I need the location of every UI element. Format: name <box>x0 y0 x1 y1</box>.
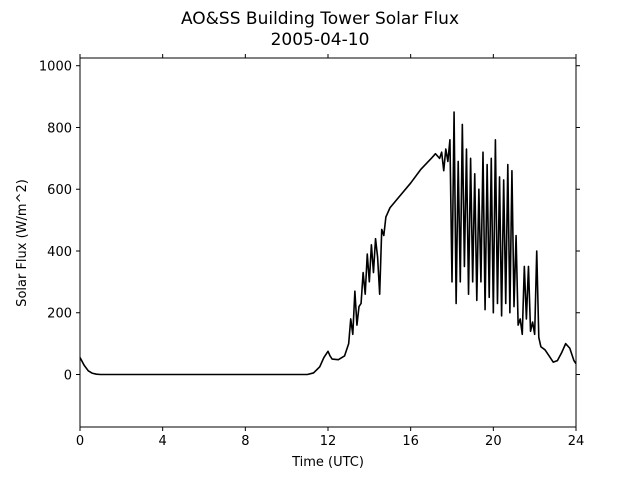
x-tick-label: 8 <box>241 434 249 449</box>
chart-title: AO&SS Building Tower Solar Flux <box>181 9 459 29</box>
y-axis-label: Solar Flux (W/m^2) <box>15 179 30 307</box>
x-tick-label: 12 <box>320 434 337 449</box>
y-tick-label: 400 <box>47 245 72 260</box>
y-tick-label: 800 <box>47 121 72 136</box>
x-tick-label: 4 <box>159 434 167 449</box>
x-tick-label: 24 <box>568 434 585 449</box>
x-axis-label: Time (UTC) <box>291 455 364 470</box>
line-series <box>79 111 577 376</box>
plot-frame <box>79 57 577 428</box>
y-tick-label: 200 <box>47 307 72 322</box>
y-tick-label: 0 <box>64 369 72 384</box>
x-tick-label: 16 <box>402 434 419 449</box>
y-tick-label: 600 <box>47 183 72 198</box>
x-tick-label: 0 <box>76 434 84 449</box>
chart-subtitle: 2005-04-10 <box>271 30 370 50</box>
y-tick-label: 1000 <box>39 60 72 75</box>
x-tick-label: 20 <box>485 434 502 449</box>
